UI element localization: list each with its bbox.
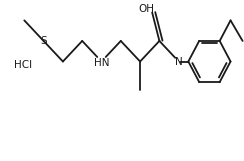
Text: HN: HN	[94, 58, 109, 68]
Text: S: S	[40, 36, 47, 46]
Text: HCl: HCl	[14, 60, 32, 70]
Text: OH: OH	[138, 4, 154, 14]
Text: N: N	[175, 57, 183, 66]
